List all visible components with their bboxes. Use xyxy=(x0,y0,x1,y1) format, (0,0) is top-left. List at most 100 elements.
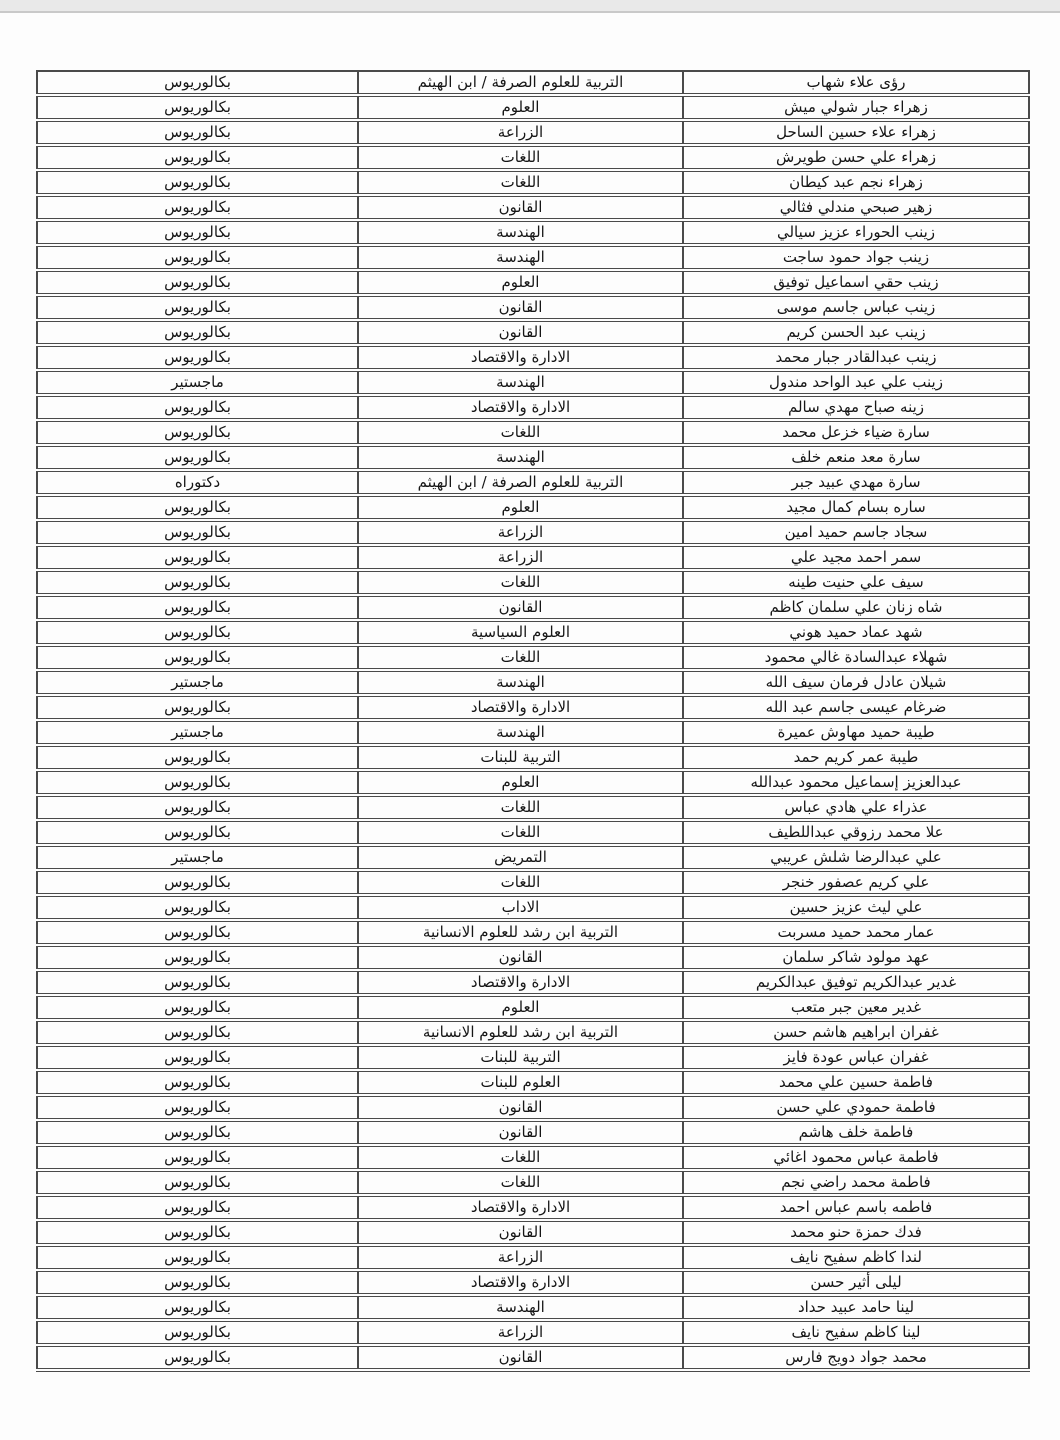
table-row: شهلاء عبدالسادة غالي محمود اللغات بكالوريو… xyxy=(36,645,1030,672)
table-row: غفران عباس عودة فايز التربية للبنات بكالور… xyxy=(36,1045,1030,1072)
college-cell: التمريض xyxy=(357,845,684,872)
college-cell: الهندسة xyxy=(357,370,684,397)
table-row: علا محمد رزوقي عبداللطيف اللغات بكالوريوس xyxy=(36,820,1030,847)
degree-cell: بكالوريوس xyxy=(36,345,359,372)
degree-cell: بكالوريوس xyxy=(36,1320,359,1347)
college-cell: الزراعة xyxy=(357,520,684,547)
degree-cell: بكالوريوس xyxy=(36,1045,359,1072)
name-cell: زهير صبحي مندلي فثالي xyxy=(682,195,1030,222)
college-cell: الزراعة xyxy=(357,545,684,572)
table-row: زينب عبدالقادر جبار محمد الادارة والاقتصا… xyxy=(36,345,1030,372)
college-cell: القانون xyxy=(357,195,684,222)
degree-cell: بكالوريوس xyxy=(36,995,359,1022)
degree-cell: بكالوريوس xyxy=(36,770,359,797)
college-cell: الاداب xyxy=(357,895,684,922)
table-row: زهراء جبار شولي ميش العلوم بكالوريوس xyxy=(36,95,1030,122)
table-row: زينب الحوراء عزيز سيالي الهندسة بكالوريوس xyxy=(36,220,1030,247)
table-row: شهد عماد حميد هوني العلوم السياسية بكالوري… xyxy=(36,620,1030,647)
college-cell: الزراعة xyxy=(357,1245,684,1272)
degree-cell: بكالوريوس xyxy=(36,920,359,947)
name-cell: سجاد جاسم حميد امين xyxy=(682,520,1030,547)
college-cell: الهندسة xyxy=(357,445,684,472)
degree-cell: ماجستير xyxy=(36,845,359,872)
degree-cell: بكالوريوس xyxy=(36,795,359,822)
table-row: شاه زنان علي سلمان كاظم القانون بكالوريوس xyxy=(36,595,1030,622)
name-cell: زهراء علي حسن طويرش xyxy=(682,145,1030,172)
degree-cell: بكالوريوس xyxy=(36,95,359,122)
name-cell: شهلاء عبدالسادة غالي محمود xyxy=(682,645,1030,672)
degree-cell: بكالوريوس xyxy=(36,1095,359,1122)
name-cell: رؤى علاء شهاب xyxy=(682,70,1030,97)
table-row: زينب حقي اسماعيل توفيق العلوم بكالوريوس xyxy=(36,270,1030,297)
table-row: طيبة عمر كريم حمد التربية للبنات بكالوريوس xyxy=(36,745,1030,772)
degree-cell: بكالوريوس xyxy=(36,1145,359,1172)
degree-cell: بكالوريوس xyxy=(36,695,359,722)
college-cell: العلوم xyxy=(357,995,684,1022)
degree-cell: دكتوراه xyxy=(36,470,359,497)
name-cell: زينه صباح مهدي سالم xyxy=(682,395,1030,422)
name-cell: علا محمد رزوقي عبداللطيف xyxy=(682,820,1030,847)
name-cell: عبدالعزيز إسماعيل محمود عبدالله xyxy=(682,770,1030,797)
table-row: ليلى أثير حسن الادارة والاقتصاد بكالوريوس xyxy=(36,1270,1030,1297)
table-row: زينب عباس جاسم موسى القانون بكالوريوس xyxy=(36,295,1030,322)
college-cell: اللغات xyxy=(357,645,684,672)
degree-cell: بكالوريوس xyxy=(36,320,359,347)
degree-cell: بكالوريوس xyxy=(36,120,359,147)
degree-cell: بكالوريوس xyxy=(36,170,359,197)
name-cell: غدير عبدالكريم توفيق عبدالكريم xyxy=(682,970,1030,997)
table-row: ضرغام عيسى جاسم عبد الله الادارة والاقتصا… xyxy=(36,695,1030,722)
name-cell: زينب عبد الحسن كريم xyxy=(682,320,1030,347)
degree-cell: بكالوريوس xyxy=(36,245,359,272)
college-cell: الهندسة xyxy=(357,220,684,247)
degree-cell: بكالوريوس xyxy=(36,395,359,422)
college-cell: الادارة والاقتصاد xyxy=(357,345,684,372)
table-row: زهراء علاء حسين الساحل الزراعة بكالوريوس xyxy=(36,120,1030,147)
college-cell: القانون xyxy=(357,320,684,347)
college-cell: التربية للبنات xyxy=(357,1045,684,1072)
name-cell: زينب الحوراء عزيز سيالي xyxy=(682,220,1030,247)
college-cell: الهندسة xyxy=(357,1295,684,1322)
college-cell: التربية للعلوم الصرفة / ابن الهيثم xyxy=(357,470,684,497)
college-cell: اللغات xyxy=(357,870,684,897)
name-cell: لندا كاظم سفيح نايف xyxy=(682,1245,1030,1272)
degree-cell: بكالوريوس xyxy=(36,1170,359,1197)
college-cell: الادارة والاقتصاد xyxy=(357,695,684,722)
college-cell: اللغات xyxy=(357,420,684,447)
degree-cell: بكالوريوس xyxy=(36,1195,359,1222)
name-cell: زهراء نجم عبد كيطان xyxy=(682,170,1030,197)
college-cell: اللغات xyxy=(357,1145,684,1172)
name-cell: لينا كاظم سفيح نايف xyxy=(682,1320,1030,1347)
table-row: عذراء علي هادي عباس اللغات بكالوريوس xyxy=(36,795,1030,822)
table-row: عمار محمد حميد مسربت التربية ابن رشد للعل… xyxy=(36,920,1030,947)
college-cell: اللغات xyxy=(357,570,684,597)
name-cell: شهد عماد حميد هوني xyxy=(682,620,1030,647)
name-cell: زهراء جبار شولي ميش xyxy=(682,95,1030,122)
name-cell: غفران عباس عودة فايز xyxy=(682,1045,1030,1072)
college-cell: العلوم xyxy=(357,270,684,297)
name-cell: زهراء علاء حسين الساحل xyxy=(682,120,1030,147)
name-cell: عمار محمد حميد مسربت xyxy=(682,920,1030,947)
college-cell: القانون xyxy=(357,295,684,322)
name-cell: طيبة عمر كريم حمد xyxy=(682,745,1030,772)
degree-cell: بكالوريوس xyxy=(36,895,359,922)
scanned-document-page: رؤى علاء شهاب التربية للعلوم الصرفة / ابن… xyxy=(36,70,1030,1372)
college-cell: القانون xyxy=(357,1220,684,1247)
degree-cell: بكالوريوس xyxy=(36,70,359,97)
college-cell: اللغات xyxy=(357,145,684,172)
degree-cell: ماجستير xyxy=(36,720,359,747)
college-cell: الهندسة xyxy=(357,245,684,272)
degree-cell: بكالوريوس xyxy=(36,1020,359,1047)
college-cell: الزراعة xyxy=(357,1320,684,1347)
degree-cell: بكالوريوس xyxy=(36,520,359,547)
table-row: عبدالعزيز إسماعيل محمود عبدالله العلوم بكا… xyxy=(36,770,1030,797)
table-row: علي عبدالرضا شلش عريبي التمريض ماجستير xyxy=(36,845,1030,872)
college-cell: الهندسة xyxy=(357,670,684,697)
degree-cell: بكالوريوس xyxy=(36,870,359,897)
table-row: زينه صباح مهدي سالم الادارة والاقتصاد بكال… xyxy=(36,395,1030,422)
table-row: محمد جواد دويج فارس القانون بكالوريوس xyxy=(36,1345,1030,1372)
college-cell: اللغات xyxy=(357,1170,684,1197)
name-cell: فاطمة حسين علي محمد xyxy=(682,1070,1030,1097)
table-row: زينب علي عبد الواحد مندول الهندسة ماجستير xyxy=(36,370,1030,397)
table-row: لينا حامد عبيد حداد الهندسة بكالوريوس xyxy=(36,1295,1030,1322)
